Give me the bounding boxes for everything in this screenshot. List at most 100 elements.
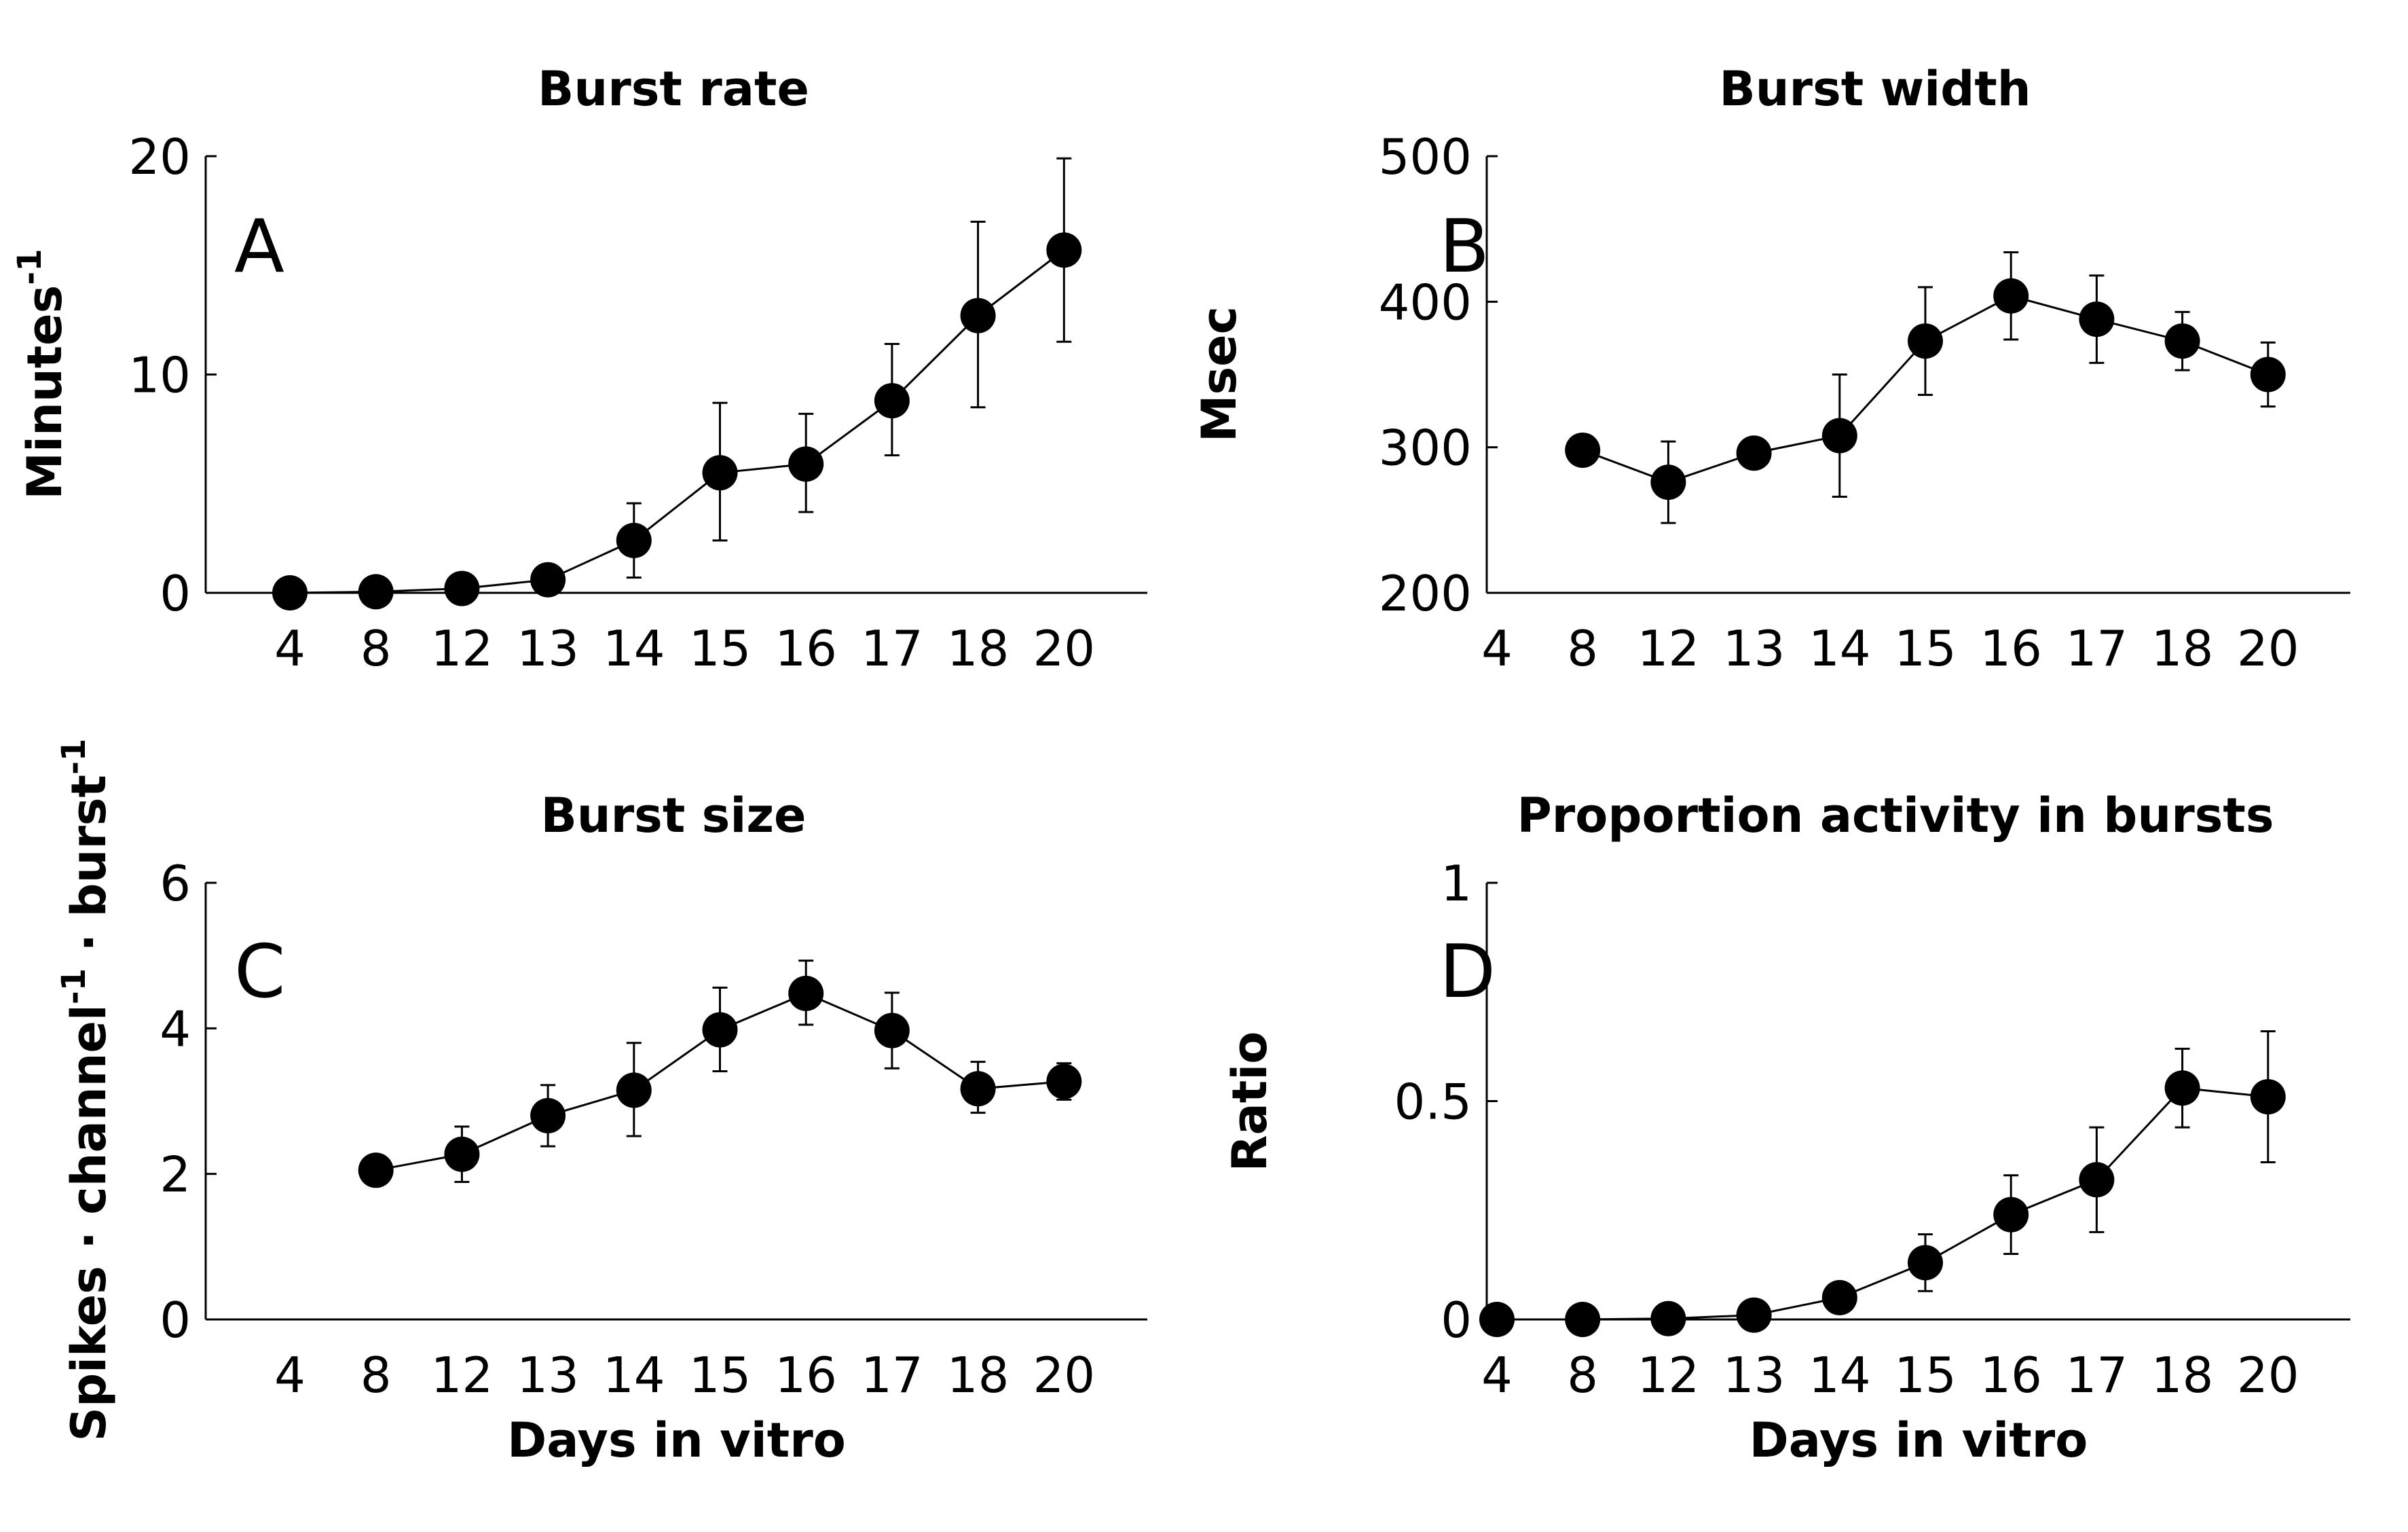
panel-label: A: [234, 204, 284, 289]
data-point: [1479, 1302, 1515, 1337]
y-tick-label: 4: [160, 1000, 191, 1057]
data-point: [2250, 357, 2286, 393]
data-point: [2250, 1079, 2286, 1115]
data-point: [960, 1071, 996, 1107]
data-point: [1736, 435, 1772, 471]
x-tick-label: 16: [775, 1347, 837, 1404]
data-point: [788, 446, 824, 482]
x-axis-label: Days in vitro: [507, 1412, 846, 1468]
data-point: [272, 575, 308, 610]
data-point: [1993, 278, 2029, 314]
x-tick-label: 17: [2066, 620, 2128, 677]
x-tick-label: 16: [775, 620, 837, 677]
data-point: [874, 1013, 910, 1048]
x-tick-label: 14: [1809, 620, 1871, 677]
y-axis-label-mid: · burst: [61, 775, 117, 968]
x-tick-label: 13: [517, 1347, 579, 1404]
panel-title: Proportion activity in bursts: [1517, 788, 2274, 843]
x-tick-label: 15: [1894, 1347, 1957, 1404]
x-tick-label: 12: [431, 1347, 494, 1404]
y-axis-label-main: Spikes · channel: [61, 1004, 117, 1441]
y-axis-label-main: Msec: [1191, 306, 1247, 442]
y-tick-label: 0: [160, 565, 191, 622]
x-tick-label: 13: [1723, 1347, 1785, 1404]
data-point: [1908, 323, 1943, 359]
x-tick-label: 15: [689, 1347, 752, 1404]
x-tick-label: 18: [947, 620, 1009, 677]
y-tick-label: 0: [160, 1292, 191, 1349]
series-line: [1497, 1087, 2268, 1321]
data-point: [530, 562, 566, 598]
data-point: [358, 1152, 394, 1188]
panel-a: 0 10 20 4 8 12 13 14 15 16 17 18 20 Burst rate A Minute…: [11, 61, 1147, 677]
data-point: [444, 570, 480, 606]
x-tick-label: 14: [1809, 1347, 1871, 1404]
x-tick-label: 8: [1567, 1347, 1598, 1404]
data-point: [2079, 1162, 2115, 1198]
y-tick-label: 6: [160, 855, 191, 912]
y-tick-label: 400: [1379, 274, 1472, 331]
panel-label: B: [1439, 204, 1489, 289]
panel-b: 200 300 400 500 4 8 12 13 14 15 16 17 18 20 Burst widt…: [1191, 61, 2350, 677]
data-point: [1565, 432, 1601, 468]
x-tick-label: 17: [861, 620, 923, 677]
x-tick-label: 12: [1637, 1347, 1700, 1404]
x-tick-label: 20: [1033, 1347, 1095, 1404]
panel-title: Burst rate: [538, 61, 809, 117]
y-tick-label: 1: [1441, 855, 1472, 912]
data-point: [530, 1097, 566, 1133]
data-point: [616, 1072, 652, 1108]
x-tick-label: 4: [1481, 1347, 1513, 1404]
data-point: [2164, 1070, 2200, 1106]
x-tick-label: 18: [947, 1347, 1009, 1404]
y-axis-label: Spikes · channel-1 · burst-1: [55, 739, 117, 1442]
panel-label: C: [234, 930, 285, 1015]
y-axis-label-main: Minutes: [17, 285, 73, 500]
panel-title: Burst size: [540, 788, 806, 843]
x-axis-label: Days in vitro: [1749, 1412, 2088, 1468]
data-point: [1565, 1302, 1601, 1337]
y-axis-label: Minutes-1: [11, 249, 73, 499]
data-point: [1046, 1063, 1082, 1099]
data-point: [1821, 1279, 1857, 1315]
series-line: [289, 249, 1065, 594]
x-tick-label: 4: [274, 1347, 305, 1404]
data-point: [1046, 232, 1082, 268]
y-axis-label-main: Ratio: [1222, 1032, 1278, 1172]
x-tick-label: 14: [603, 1347, 665, 1404]
x-tick-label: 8: [1567, 620, 1598, 677]
y-tick-label: 2: [160, 1146, 191, 1203]
data-point: [1650, 1300, 1686, 1336]
data-point: [444, 1136, 480, 1172]
x-tick-label: 16: [1980, 1347, 2042, 1404]
data-point: [702, 455, 738, 491]
data-point: [1736, 1297, 1772, 1333]
panel-title: Burst width: [1719, 61, 2031, 117]
data-point: [2079, 302, 2115, 338]
x-tick-label: 13: [517, 620, 579, 677]
x-tick-label: 4: [1481, 620, 1513, 677]
y-tick-label: 500: [1379, 128, 1472, 185]
y-axis-label: Msec: [1191, 306, 1247, 442]
x-tick-label: 20: [1033, 620, 1095, 677]
data-point: [874, 383, 910, 419]
y-axis-label-superscript: -1: [55, 968, 93, 1004]
x-tick-label: 12: [431, 620, 494, 677]
x-tick-label: 20: [2237, 1347, 2299, 1404]
data-point: [788, 975, 824, 1011]
data-point: [1650, 464, 1686, 500]
x-tick-label: 18: [2151, 620, 2214, 677]
x-tick-label: 17: [861, 1347, 923, 1404]
x-tick-label: 20: [2237, 620, 2299, 677]
data-point: [2164, 323, 2200, 359]
y-tick-label: 0.5: [1394, 1074, 1472, 1131]
data-point: [960, 297, 996, 333]
y-axis-label: Ratio: [1222, 1032, 1278, 1172]
x-tick-label: 14: [603, 620, 665, 677]
x-tick-label: 8: [360, 620, 392, 677]
data-point: [1993, 1197, 2029, 1233]
y-tick-label: 200: [1379, 565, 1472, 622]
